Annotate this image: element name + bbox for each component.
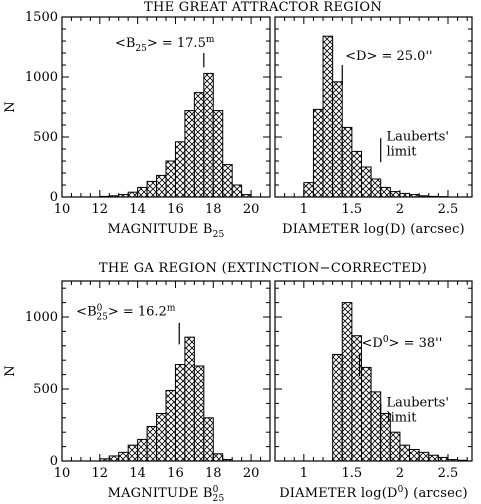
y-tick-label: 1000 bbox=[25, 310, 58, 325]
histogram-bar bbox=[418, 451, 430, 462]
histogram-bar bbox=[203, 72, 214, 198]
y-axis-label: N bbox=[3, 101, 18, 113]
x-tick-label: 20 bbox=[243, 466, 260, 481]
histogram-bar bbox=[184, 336, 195, 462]
x-tick-label: 14 bbox=[129, 466, 146, 481]
x-tick-label: 10 bbox=[54, 466, 71, 481]
histogram-bar bbox=[193, 365, 205, 462]
annotation-text: <B0 25> = 16.2m bbox=[76, 304, 176, 323]
histogram-bar bbox=[332, 81, 343, 198]
section-title-top: THE GREAT ATTRACTOR REGION bbox=[144, 0, 382, 15]
histogram-bar bbox=[108, 455, 120, 462]
y-tick-label: 500 bbox=[33, 382, 58, 397]
histogram-bar bbox=[389, 191, 401, 198]
histogram-bar bbox=[222, 164, 233, 198]
histogram-bar bbox=[360, 166, 372, 198]
panel-top-magnitude: 10 12 14 16 18 20 0 500 1000 1500 N MAGNITUDE B25​ <… bbox=[3, 10, 271, 240]
x-tick-label: 10 bbox=[54, 202, 71, 217]
histogram-bar bbox=[127, 191, 139, 198]
histogram-bar bbox=[174, 364, 186, 462]
x-tick-label: 1.5 bbox=[342, 466, 363, 481]
plot-frame bbox=[274, 280, 473, 462]
histogram-bar bbox=[360, 366, 372, 462]
x-tick-label: 2.5 bbox=[438, 202, 459, 217]
x-tick-label: 1 bbox=[300, 466, 308, 481]
y-tick-label: 1000 bbox=[25, 70, 58, 85]
x-tick-label: 12 bbox=[92, 466, 109, 481]
y-tick-label: 1500 bbox=[25, 10, 58, 25]
histogram-bar bbox=[184, 110, 195, 198]
histogram-bar bbox=[303, 182, 314, 198]
x-tick-label: 18 bbox=[205, 466, 222, 481]
x-tick-label: 12 bbox=[92, 202, 109, 217]
histogram-bar bbox=[156, 412, 167, 462]
annotation-text-line2: limit bbox=[386, 145, 417, 160]
x-tick-label: 20 bbox=[243, 202, 260, 217]
histogram-bar bbox=[156, 174, 167, 198]
histogram-bar bbox=[174, 141, 186, 198]
histogram-bar bbox=[203, 417, 214, 462]
annotation-text-line1: Lauberts' bbox=[386, 130, 448, 145]
annotation-text: <D> = 25.0'' bbox=[345, 49, 432, 64]
x-tick-label: 1 bbox=[300, 202, 308, 217]
x-tick-label: 18 bbox=[205, 202, 222, 217]
histogram-bar bbox=[341, 302, 353, 462]
x-tick-label: 14 bbox=[129, 202, 146, 217]
histogram-bar bbox=[137, 438, 148, 462]
x-tick-label: 2 bbox=[396, 466, 404, 481]
histogram-bar bbox=[137, 186, 148, 198]
histogram-bar bbox=[312, 108, 324, 198]
x-tick-label: 16 bbox=[167, 202, 184, 217]
histogram-bar bbox=[165, 389, 176, 462]
y-tick-label: 0 bbox=[50, 190, 58, 205]
histogram-bar bbox=[428, 454, 439, 462]
histogram-bar bbox=[409, 448, 420, 462]
histogram-bar bbox=[212, 453, 224, 462]
annotation-text-line2: limit bbox=[386, 410, 417, 425]
histogram-bar bbox=[322, 35, 334, 198]
panel-bottom-diameter: 1 1.5 2 2.5 DIAMETER log(D0) (arcsec) <D0> = … bbox=[274, 280, 473, 501]
histogram-bar bbox=[389, 431, 401, 462]
histogram-bar bbox=[165, 160, 176, 198]
histogram-bar bbox=[193, 92, 205, 198]
annotation-text: <B25> = 17.5m bbox=[115, 35, 215, 54]
x-axis-label: DIAMETER log(D0) (arcsec) bbox=[279, 485, 468, 501]
histogram-bar bbox=[231, 184, 243, 198]
y-axis-label: N bbox=[3, 365, 18, 377]
y-tick-label: 0 bbox=[50, 454, 58, 469]
histogram-bar bbox=[127, 444, 139, 462]
histogram-bar bbox=[351, 150, 362, 198]
histogram-bar bbox=[341, 126, 353, 198]
histogram-bar bbox=[380, 186, 391, 198]
annotation-text: <D0> = 38'' bbox=[361, 335, 442, 351]
annotation-text-line1: Lauberts' bbox=[386, 395, 448, 410]
x-tick-label: 16 bbox=[167, 466, 184, 481]
histogram-bar bbox=[370, 178, 382, 198]
x-tick-label: 2.5 bbox=[438, 466, 459, 481]
histogram-bar bbox=[399, 444, 411, 462]
histogram-bar bbox=[146, 425, 158, 462]
histogram-bar bbox=[118, 451, 129, 462]
histogram-bar bbox=[212, 110, 224, 198]
histogram-bar bbox=[332, 353, 343, 462]
x-axis-label: MAGNITUDE B25​ bbox=[108, 222, 225, 240]
plot-frame bbox=[274, 16, 473, 198]
x-tick-label: 1.5 bbox=[342, 202, 363, 217]
x-axis-label: DIAMETER log(D) (arcsec) bbox=[282, 222, 465, 237]
x-tick-label: 2 bbox=[396, 202, 404, 217]
y-tick-label: 500 bbox=[33, 130, 58, 145]
histogram-bar bbox=[370, 391, 382, 462]
panel-top-diameter: 1 1.5 2 2.5 DIAMETER log(D) (arcsec) <D> = 25… bbox=[274, 16, 473, 237]
histogram-bar bbox=[146, 180, 158, 198]
section-title-bottom: THE GA REGION (EXTINCTION−CORRECTED) bbox=[99, 261, 427, 276]
